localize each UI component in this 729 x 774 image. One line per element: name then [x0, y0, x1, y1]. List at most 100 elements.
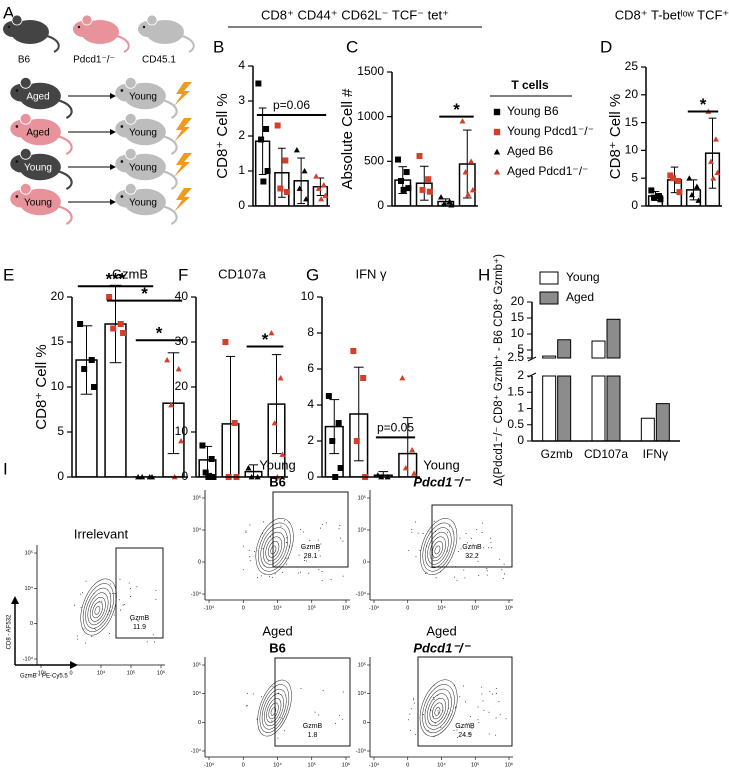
contour — [424, 688, 452, 730]
event-dot — [280, 525, 282, 527]
event-dot — [119, 609, 121, 611]
event-dot — [305, 560, 307, 562]
significance-label: * — [453, 100, 460, 119]
marker — [245, 465, 252, 471]
contour — [82, 583, 114, 632]
flow-y-tick-label: 0 — [363, 720, 366, 726]
event-dot — [94, 628, 96, 630]
event-dot — [246, 705, 248, 707]
y-tick-label: 40 — [175, 289, 189, 303]
marker — [693, 183, 700, 189]
contour-plot — [420, 518, 458, 575]
mouse-tail — [46, 35, 60, 53]
event-dot — [499, 714, 501, 716]
marker — [325, 393, 332, 399]
event-dot — [308, 572, 310, 574]
event-dot — [262, 521, 264, 523]
event-dot — [501, 569, 503, 571]
gate — [274, 657, 351, 747]
event-dot — [502, 577, 504, 579]
radiation-bolt — [174, 82, 192, 106]
event-dot — [262, 532, 264, 534]
y-tick-label: 20 — [625, 87, 639, 101]
y-tick-label: 5 — [57, 424, 64, 438]
mouse — [10, 112, 73, 155]
flow-y-tick-label: 0 — [30, 621, 33, 627]
event-dot — [249, 560, 251, 562]
event-dot — [81, 592, 83, 594]
y-tick-label: 15 — [625, 115, 639, 129]
recipient-label: Young — [129, 128, 157, 139]
mouse-ear — [124, 76, 137, 89]
y-tick-label: 20 — [175, 379, 189, 393]
event-dot — [114, 593, 116, 595]
marker — [322, 192, 329, 198]
event-dot — [76, 635, 78, 637]
bar — [655, 403, 670, 442]
event-dot — [298, 554, 300, 556]
event-dot — [435, 577, 437, 579]
marker — [405, 185, 412, 192]
bar-lower — [606, 375, 621, 442]
bar-lower — [591, 375, 606, 442]
contour-plot — [255, 518, 294, 576]
y-tick-label: 0 — [631, 198, 638, 212]
event-dot — [503, 563, 505, 565]
y-tick-label: 1000 — [357, 109, 384, 123]
marker — [398, 177, 405, 184]
legend-title: T cells — [511, 78, 549, 92]
marker — [712, 136, 719, 142]
header: CD8⁺ T-betˡᵒʷ TCF⁺ — [615, 7, 729, 22]
event-dot — [271, 576, 273, 578]
flow-y-tick-label: 10⁴ — [25, 585, 34, 592]
event-dot — [471, 727, 473, 729]
gate-value: 11.9 — [133, 624, 146, 631]
event-dot — [422, 532, 424, 534]
event-dot — [76, 638, 78, 640]
y-tick-label: 2.5 — [507, 350, 524, 364]
mouse-tail — [163, 170, 178, 190]
mouse-ear — [81, 14, 93, 26]
event-dot — [433, 684, 435, 686]
flow-condition: Young — [259, 457, 295, 472]
flow-x-tick-label: 10⁴ — [273, 761, 282, 768]
marker — [106, 294, 113, 300]
gate — [272, 491, 349, 568]
marker — [650, 194, 657, 201]
contour — [267, 541, 280, 558]
event-dot — [342, 575, 344, 577]
event-dot — [130, 620, 132, 622]
y-axis-title: CD8⁺ Cell % — [214, 93, 231, 178]
flow-x-tick-label: 10⁶ — [342, 761, 350, 768]
marker — [426, 188, 433, 195]
mouse — [3, 14, 60, 53]
event-dot — [456, 729, 458, 731]
event-dot — [456, 737, 458, 739]
flow-x-tick-label: 10⁴ — [437, 604, 446, 611]
event-dot — [318, 569, 320, 571]
flow-y-tick-label: 0 — [363, 559, 366, 565]
flow-x-tick-label: 0 — [242, 605, 245, 611]
event-dot — [286, 541, 288, 543]
marker — [402, 465, 409, 471]
marker — [282, 157, 289, 164]
event-dot — [111, 593, 113, 595]
flow-y-tick-label: 10⁵ — [358, 661, 366, 668]
gate-value: 28.1 — [304, 553, 318, 560]
event-dot — [277, 692, 279, 694]
event-dot — [320, 543, 322, 545]
event-dot — [448, 525, 450, 527]
event-dot — [495, 717, 497, 719]
event-dot — [95, 629, 97, 631]
y-tick-label: 20 — [51, 289, 65, 303]
event-dot — [101, 600, 103, 602]
flow-y-tick-label: 10⁵ — [193, 661, 201, 668]
event-dot — [411, 531, 413, 533]
mouse-tail — [181, 35, 195, 53]
event-dot — [249, 556, 251, 558]
marker — [258, 136, 265, 143]
arrow-head — [110, 93, 116, 99]
event-dot — [439, 571, 441, 573]
contour — [422, 684, 455, 734]
donor-label: Aged — [26, 128, 49, 139]
